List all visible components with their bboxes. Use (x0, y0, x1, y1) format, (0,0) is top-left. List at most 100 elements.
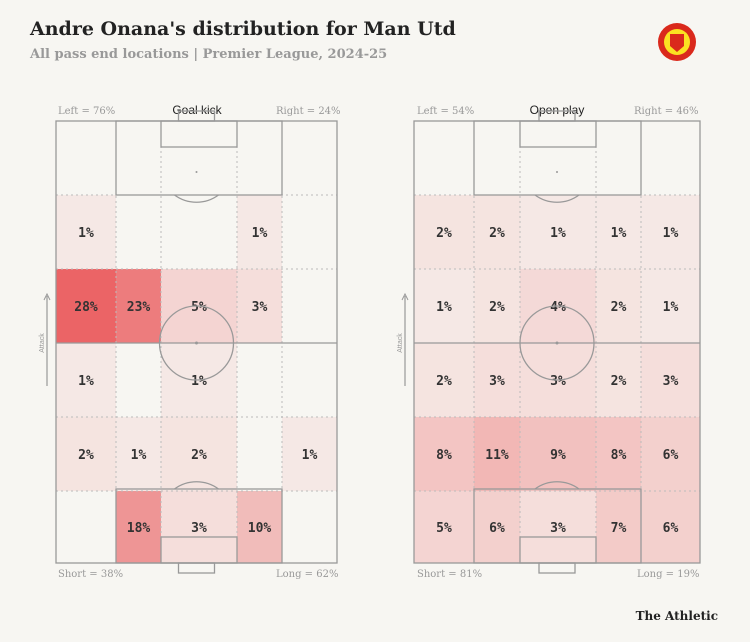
cell-value-label: 3% (550, 521, 566, 536)
heat-cell (237, 269, 282, 343)
cell-value-label: 2% (436, 226, 452, 241)
cell-value-label: 18% (127, 521, 151, 536)
op-right-label: Right = 46% (634, 106, 699, 117)
heat-cell (237, 491, 282, 563)
open-play-pitch: 2% 2% 1% 1% 1% 1% 2% 4% 2% 1% 2% 3% 3% 2% 3% 8% 11% 9% 8% 6… (397, 110, 701, 574)
center-circle (158, 305, 235, 381)
heat-cell (414, 491, 474, 563)
heat-cell (116, 417, 161, 491)
heat-cell (237, 195, 282, 269)
heat-cell (414, 269, 474, 343)
heat-cell (474, 343, 520, 417)
cell-value-label: 2% (78, 448, 94, 463)
open-play-title: Open play (529, 103, 585, 117)
top-goal (538, 110, 576, 122)
cell-value-label: 6% (663, 448, 679, 463)
cell-value-label: 3% (191, 521, 207, 536)
gk-left-label: Left = 76% (58, 106, 116, 117)
page-title: Andre Onana's distribution for Man Utd (30, 18, 456, 40)
heat-cell (596, 343, 641, 417)
top-penalty-spot (195, 171, 198, 173)
heat-cell (641, 491, 700, 563)
gk-short-label: Short = 38% (58, 569, 124, 580)
man-utd-crest-logo (658, 23, 696, 61)
heat-cell (474, 417, 520, 491)
cell-value-label: 6% (489, 521, 505, 536)
heat-cell (641, 343, 700, 417)
cell-value-label: 3% (252, 300, 268, 315)
goal-kick-pitch: 1% 1% 28% 23% 5% 3% 1% 1% 2% 1% 2% 1% 18% 3% 10% Attack (39, 110, 338, 574)
heat-cell (56, 195, 116, 269)
cell-value-label: 3% (550, 374, 566, 389)
cell-value-label: 8% (611, 448, 627, 463)
heat-cell (596, 491, 641, 563)
cell-value-label: 3% (489, 374, 505, 389)
cell-value-label: 2% (436, 374, 452, 389)
top-penalty-box (115, 120, 283, 196)
heat-cell (161, 491, 237, 563)
bottom-penalty-arc (534, 481, 580, 490)
heat-cell (116, 491, 161, 563)
cell-value-label: 3% (663, 374, 679, 389)
cell-value-label: 1% (78, 226, 94, 241)
attack-arrowhead-icon (43, 292, 51, 301)
cell-value-label: 1% (131, 448, 147, 463)
top-penalty-box (473, 120, 642, 196)
attack-arrowhead-icon (401, 292, 409, 301)
heat-cell (116, 269, 161, 343)
bottom-goal (177, 562, 216, 574)
cell-value-label: 6% (663, 521, 679, 536)
cell-value-label: 1% (252, 226, 268, 241)
heat-cell (641, 417, 700, 491)
cell-value-label: 2% (611, 374, 627, 389)
bottom-goal (538, 562, 576, 574)
bottom-penalty-arc (174, 481, 219, 490)
heat-cell (161, 417, 237, 491)
cell-value-label: 7% (611, 521, 627, 536)
cell-value-label: 1% (611, 226, 627, 241)
cell-value-label: 8% (436, 448, 452, 463)
goal-kick-title: Goal kick (172, 103, 222, 117)
gk-long-label: Long = 62% (276, 569, 339, 580)
cell-value-label: 10% (248, 521, 272, 536)
top-six-yard-box (519, 120, 597, 148)
heat-cell (414, 343, 474, 417)
heat-cell (520, 491, 596, 563)
op-long-label: Long = 19% (637, 569, 700, 580)
heat-cell (474, 491, 520, 563)
heat-cell (414, 417, 474, 491)
heat-cell (596, 195, 641, 269)
heat-cell (641, 269, 700, 343)
top-penalty-spot (556, 171, 558, 173)
cell-value-label: 1% (78, 374, 94, 389)
cell-value-label: 23% (127, 300, 151, 315)
center-circle (519, 305, 595, 381)
cell-value-label: 2% (489, 300, 505, 315)
heat-cell (596, 269, 641, 343)
top-penalty-arc (174, 194, 219, 203)
cell-value-label: 1% (302, 448, 318, 463)
cell-value-label: 1% (436, 300, 452, 315)
heat-cell (414, 195, 474, 269)
subtitle: All pass end locations | Premier League,… (30, 47, 388, 62)
top-goal (177, 110, 216, 122)
heat-cell (520, 417, 596, 491)
center-spot (195, 341, 198, 345)
cell-value-label: 28% (74, 300, 98, 315)
op-short-label: Short = 81% (417, 569, 483, 580)
op-left-label: Left = 54% (417, 106, 475, 117)
cell-value-label: 2% (611, 300, 627, 315)
heat-cell (56, 269, 116, 343)
top-penalty-arc (534, 194, 580, 203)
heat-cell (641, 195, 700, 269)
heat-cell (56, 343, 116, 417)
cell-value-label: 2% (489, 226, 505, 241)
gk-right-label: Right = 24% (276, 106, 341, 117)
cell-value-label: 1% (191, 374, 207, 389)
attack-label: Attack (39, 333, 46, 353)
the-athletic-logo: The Athletic (635, 609, 718, 623)
heat-cell (56, 417, 116, 491)
heat-cell (520, 195, 596, 269)
cell-value-label: 2% (191, 448, 207, 463)
